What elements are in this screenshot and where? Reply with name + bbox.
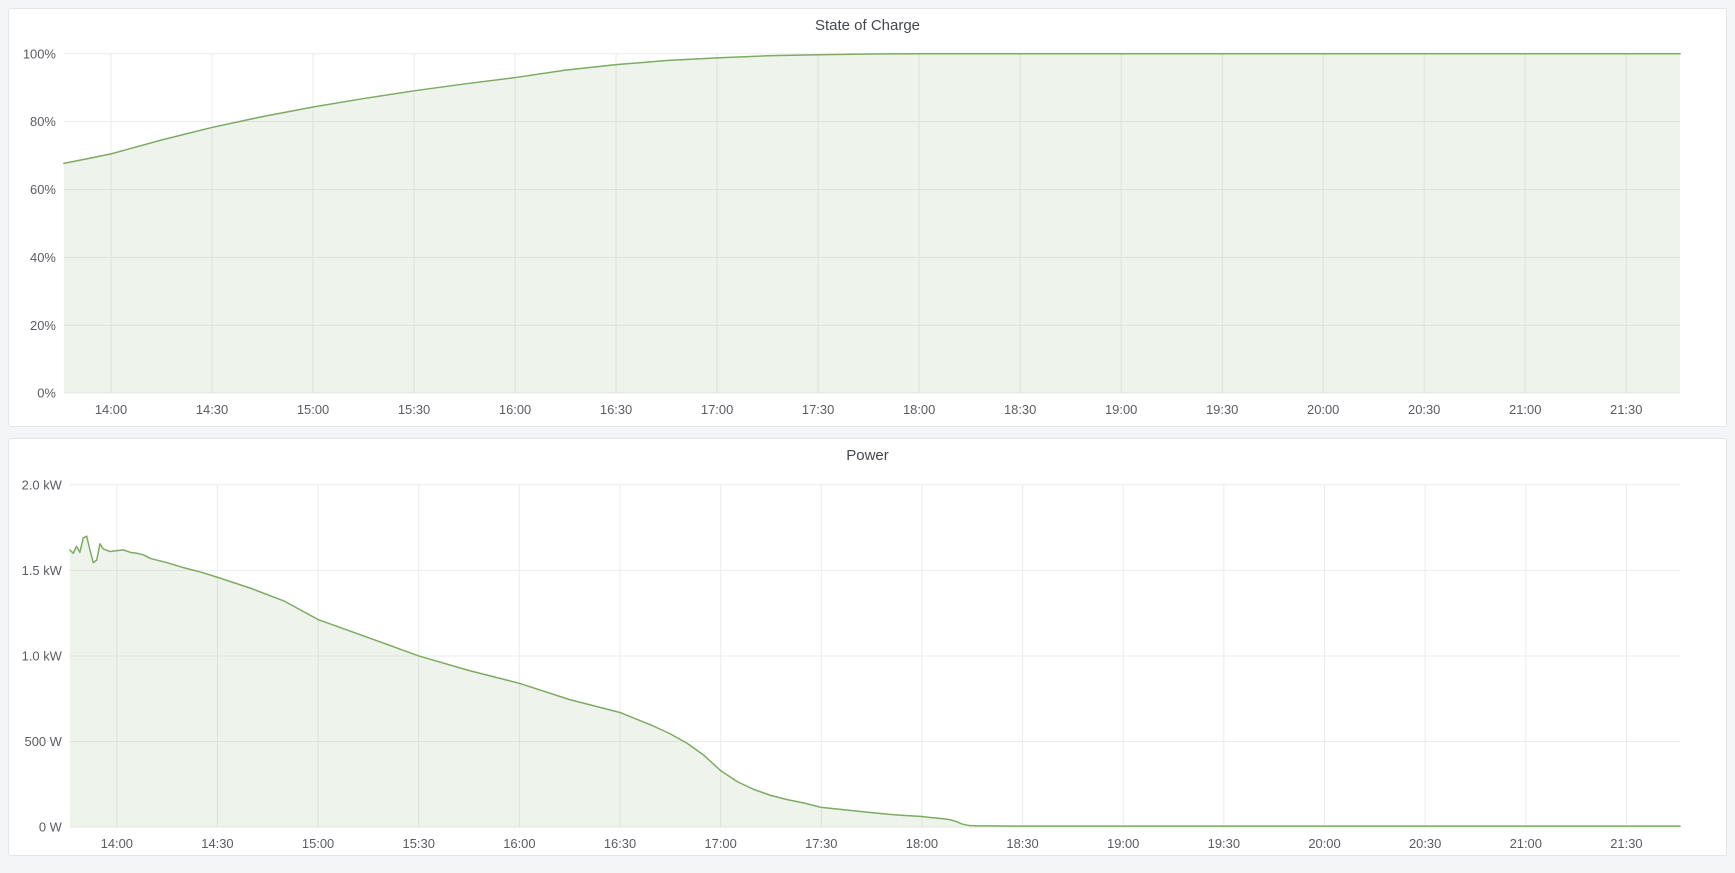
chart-power[interactable]: 0 W 500 W 1.0 kW 1.5 kW 2.0 kW 14:00 14:30 15:0… (9, 439, 1726, 855)
x-tick-label: 20:00 (1307, 402, 1339, 417)
x-tick-label: 14:00 (101, 836, 133, 851)
x-tick-label: 18:00 (906, 836, 938, 851)
y-tick-label: 500 W (25, 734, 63, 749)
x-tick-label: 16:30 (600, 402, 632, 417)
x-tick-label: 21:30 (1610, 836, 1642, 851)
x-tick-label: 17:00 (701, 402, 733, 417)
x-tick-label: 18:00 (903, 402, 935, 417)
x-tick-label: 15:00 (302, 836, 334, 851)
x-tick-label: 21:30 (1610, 402, 1642, 417)
y-tick-label: 1.5 kW (22, 563, 63, 578)
x-tick-label: 14:30 (196, 402, 228, 417)
y-tick-label: 60% (30, 182, 56, 197)
x-tick-label: 20:00 (1308, 836, 1340, 851)
x-tick-label: 15:30 (403, 836, 435, 851)
x-tick-label: 21:00 (1510, 836, 1542, 851)
x-tick-label: 19:30 (1206, 402, 1238, 417)
panel-state-of-charge: State of Charge 0% 20% 40% 60% 80% 100% 14:00 1… (8, 8, 1727, 427)
x-tick-label: 16:00 (503, 836, 535, 851)
x-tick-label: 17:30 (805, 836, 837, 851)
series-area (69, 536, 1681, 828)
x-tick-label: 19:00 (1107, 836, 1139, 851)
y-tick-label: 0% (37, 386, 56, 401)
series-area (63, 53, 1681, 394)
y-tick-label: 40% (30, 250, 56, 265)
x-tick-label: 16:00 (499, 402, 531, 417)
x-tick-label: 18:30 (1004, 402, 1036, 417)
y-tick-label: 80% (30, 114, 56, 129)
x-tick-label: 19:00 (1105, 402, 1137, 417)
series-line (63, 53, 1681, 165)
x-tick-label: 15:00 (297, 402, 329, 417)
x-tick-label: 20:30 (1408, 402, 1440, 417)
y-tick-label: 20% (30, 318, 56, 333)
x-tick-label: 16:30 (604, 836, 636, 851)
x-tick-label: 17:00 (704, 836, 736, 851)
panel-title-power[interactable]: Power (846, 447, 889, 464)
x-tick-label: 14:00 (95, 402, 127, 417)
y-tick-label: 2.0 kW (22, 477, 63, 492)
x-tick-label: 21:00 (1509, 402, 1541, 417)
x-tick-label: 18:30 (1006, 836, 1038, 851)
x-tick-label: 14:30 (201, 836, 233, 851)
series-line (69, 535, 1681, 827)
panel-title-state-of-charge[interactable]: State of Charge (814, 17, 921, 34)
x-tick-label: 20:30 (1409, 836, 1441, 851)
x-tick-label: 15:30 (398, 402, 430, 417)
chart-state-of-charge[interactable]: 0% 20% 40% 60% 80% 100% 14:00 14:30 15:00 15:30 16… (9, 9, 1726, 426)
x-tick-label: 17:30 (802, 402, 834, 417)
y-tick-label: 100% (23, 46, 57, 61)
y-tick-label: 1.0 kW (22, 648, 63, 663)
panel-power: Power 0 W 500 W 1.0 kW 1.5 kW 2.0 kW 14:00 14:… (8, 438, 1727, 856)
grid-lines (69, 484, 1681, 828)
x-tick-label: 19:30 (1208, 836, 1240, 851)
y-tick-label: 0 W (39, 820, 63, 835)
